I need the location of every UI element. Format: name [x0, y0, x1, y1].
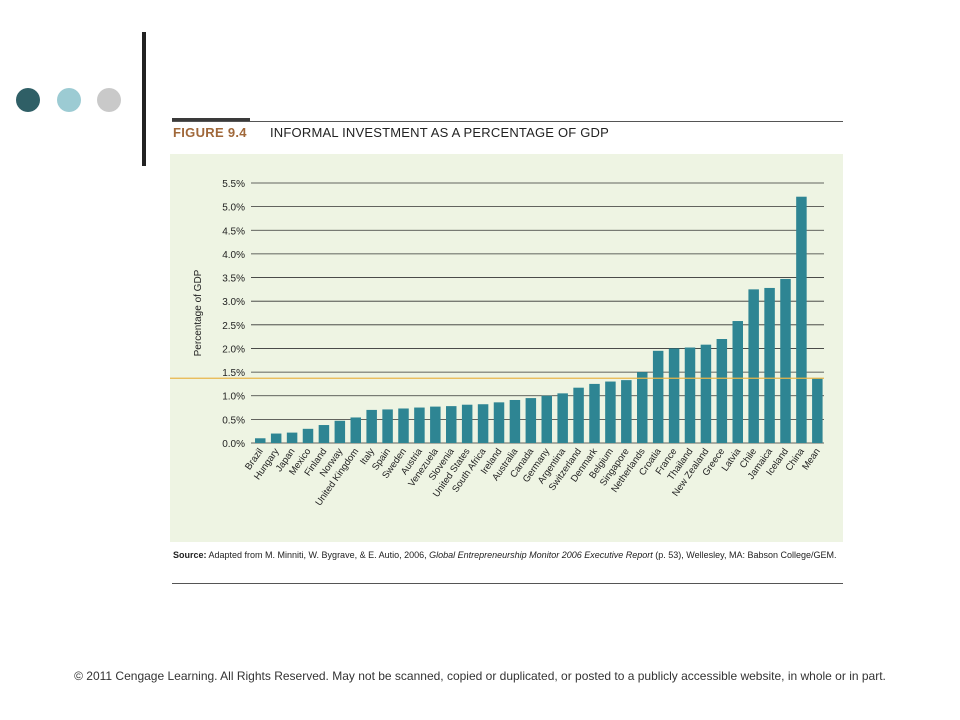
- y-tick-label: 3.5%: [222, 274, 245, 285]
- decor-vertical-bar: [142, 32, 146, 166]
- y-tick-label: 4.5%: [222, 226, 245, 237]
- y-tick-label: 1.0%: [222, 392, 245, 403]
- bar: [748, 289, 759, 443]
- bar: [668, 348, 680, 443]
- y-tick-label: 0.5%: [222, 415, 245, 426]
- y-tick-label: 2.0%: [222, 344, 245, 355]
- bar: [541, 395, 552, 443]
- bar: [477, 404, 489, 443]
- bar: [493, 402, 505, 443]
- source-text-1: Adapted from M. Minniti, W. Bygrave, & E…: [206, 550, 430, 560]
- bar: [557, 393, 568, 443]
- figure-title: INFORMAL INVESTMENT AS A PERCENTAGE OF G…: [270, 125, 609, 140]
- bar: [350, 417, 361, 443]
- bar: [446, 406, 457, 443]
- bar: [509, 399, 521, 443]
- bar: [621, 380, 632, 443]
- bar: [732, 321, 743, 443]
- source-label: Source:: [173, 550, 207, 560]
- bar: [302, 428, 314, 443]
- bar: [255, 438, 266, 443]
- bar: [764, 287, 775, 443]
- bar: [812, 378, 823, 443]
- bar-chart: 0.0% 0.5% 1.0% 1.5% 2.0% 2.5% 3.0% 3.5% 4.0% 4.5%…: [170, 179, 824, 508]
- figure-rule-thick: [172, 118, 250, 122]
- y-tick-label: 0.0%: [222, 439, 245, 450]
- chart-panel: [170, 154, 843, 542]
- bar: [382, 409, 393, 443]
- bar: [716, 339, 728, 443]
- bar: [318, 425, 330, 443]
- y-tick-label: 5.5%: [222, 179, 245, 190]
- decor-dot-teal: [57, 88, 81, 112]
- bar: [652, 350, 664, 443]
- bar: [270, 433, 282, 443]
- bar: [796, 196, 807, 443]
- bar: [414, 407, 425, 443]
- y-axis-label: Percentage of GDP: [193, 269, 204, 356]
- bar: [700, 344, 712, 443]
- bar: [286, 432, 298, 443]
- bar: [430, 406, 441, 443]
- bar: [605, 381, 616, 443]
- y-tick-label: 3.0%: [222, 297, 245, 308]
- source-italic: Global Entrepreneurship Monitor 2006 Exe…: [429, 550, 653, 560]
- y-tick-label: 1.5%: [222, 368, 245, 379]
- decor-dot-dark: [16, 88, 40, 112]
- bar: [525, 398, 537, 443]
- bar: [780, 278, 791, 443]
- bar: [334, 420, 346, 443]
- figure-label: FIGURE 9.4: [173, 125, 247, 140]
- y-tick-label: 5.0%: [222, 203, 245, 214]
- bar: [461, 404, 473, 443]
- y-tick-label: 4.0%: [222, 250, 245, 261]
- copyright-footer: © 2011 Cengage Learning. All Rights Rese…: [74, 669, 886, 683]
- figure-source: Source: Adapted from M. Minniti, W. Bygr…: [173, 549, 841, 562]
- bar: [573, 387, 584, 443]
- bar: [366, 409, 377, 443]
- source-text-2: (p. 53), Wellesley, MA: Babson College/G…: [652, 550, 837, 560]
- bar: [589, 383, 600, 443]
- bar: [684, 347, 696, 443]
- bar: [398, 408, 409, 443]
- y-tick-label: 2.5%: [222, 321, 245, 332]
- figure-rule-top: [172, 121, 843, 122]
- decor-dot-gray: [97, 88, 121, 112]
- figure-rule-bottom: [172, 583, 843, 584]
- x-tick-label: Mean: [800, 446, 823, 472]
- bar: [637, 372, 648, 443]
